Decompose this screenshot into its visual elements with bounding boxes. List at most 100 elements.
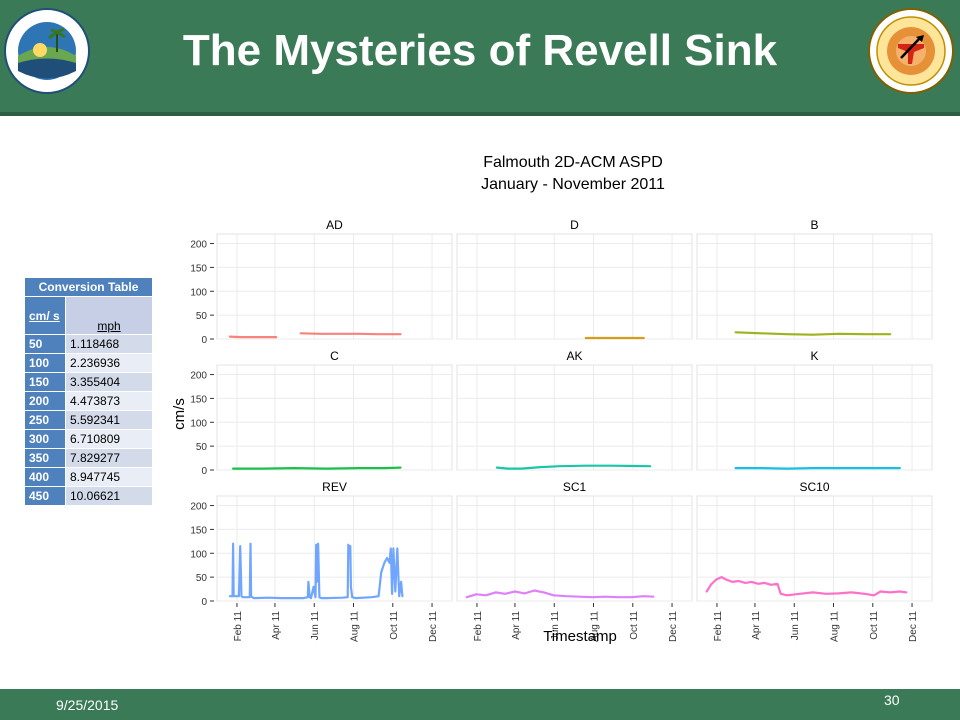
fgs-seal-icon (868, 8, 954, 94)
facet-label: SC1 (563, 480, 587, 494)
series-line-rev (228, 542, 404, 600)
x-tick-label: Jun 11 (790, 611, 801, 641)
facet-panel (456, 364, 693, 471)
x-tick-label: Feb 11 (473, 611, 484, 642)
table-row: 400 8.947745 (24, 467, 153, 487)
table-row: 300 6.710809 (24, 429, 153, 449)
facet-label: AD (326, 218, 343, 232)
x-tick-label: Feb 11 (233, 611, 244, 642)
conversion-table-title: Conversion Table (24, 277, 153, 297)
facet-panel (456, 495, 693, 602)
cms-column-header: cm/ s (24, 296, 66, 335)
y-tick-label: 50 (196, 442, 208, 453)
facet-panel (216, 495, 453, 602)
series-line-k (734, 467, 901, 470)
y-tick-label: 200 (190, 502, 207, 513)
series-line-c (231, 466, 402, 470)
facet-label: AK (566, 349, 582, 363)
chart-title: Falmouth 2D-ACM ASPD (483, 154, 663, 171)
y-tick-label: 100 (190, 549, 207, 560)
series-line-b (734, 331, 892, 336)
cms-value: 100 (24, 353, 66, 373)
x-tick-label: Jun 11 (550, 611, 561, 641)
x-tick-label: Dec 11 (428, 611, 439, 642)
y-tick-label: 0 (201, 597, 207, 608)
facet-panel (696, 233, 933, 340)
slide-title: The Mysteries of Revell Sink (182, 26, 778, 75)
cms-value: 300 (24, 429, 66, 449)
mph-value: 1.118468 (65, 334, 153, 354)
x-tick-label: Feb 11 (713, 611, 724, 642)
table-row: 450 10.06621 (24, 486, 153, 506)
table-row: 100 2.236936 (24, 353, 153, 373)
facet-panel (456, 233, 693, 340)
faceted-speed-chart: Falmouth 2D-ACM ASPD January - November 2… (171, 154, 933, 645)
x-tick-label: Dec 11 (908, 611, 919, 642)
series-line-ak (495, 464, 652, 470)
dep-logo-icon (4, 8, 90, 94)
table-row: 150 3.355404 (24, 372, 153, 392)
facet-panel (696, 495, 933, 602)
facet-label: SC10 (799, 480, 829, 494)
facet-label: C (330, 349, 339, 363)
mph-value: 5.592341 (65, 410, 153, 430)
x-tick-label: Oct 11 (389, 611, 400, 640)
y-tick-label: 150 (190, 525, 207, 536)
mph-column-header: mph (65, 296, 153, 335)
y-tick-label: 150 (190, 263, 207, 274)
chart-subtitle: January - November 2011 (481, 176, 665, 193)
cms-value: 400 (24, 467, 66, 487)
series-line-sc1 (465, 589, 655, 599)
mph-value: 10.06621 (65, 486, 153, 506)
cms-value: 50 (24, 334, 66, 354)
x-tick-label: Dec 11 (668, 611, 679, 642)
x-axis-label: Timestamp (543, 628, 617, 645)
cms-value: 150 (24, 372, 66, 392)
table-row: 350 7.829277 (24, 448, 153, 468)
x-tick-label: Apr 11 (271, 611, 282, 640)
y-tick-label: 150 (190, 394, 207, 405)
y-tick-label: 0 (201, 335, 207, 346)
facet-panel (216, 233, 453, 340)
mph-value: 2.236936 (65, 353, 153, 373)
y-tick-label: 100 (190, 418, 207, 429)
facet-panel (696, 364, 933, 471)
x-tick-label: Oct 11 (629, 611, 640, 640)
table-row: 250 5.592341 (24, 410, 153, 430)
mph-value: 7.829277 (65, 448, 153, 468)
conversion-table: Conversion Table cm/ s mph 50 1.118468 10… (24, 277, 153, 506)
mph-value: 3.355404 (65, 372, 153, 392)
mph-value: 4.473873 (65, 391, 153, 411)
y-axis-label: cm/s (171, 398, 188, 430)
page-number: 30 (884, 692, 900, 708)
series-line-ad (228, 335, 278, 339)
x-tick-label: Apr 11 (511, 611, 522, 640)
facet-panel (216, 364, 453, 471)
series-line-sc10 (705, 576, 908, 597)
fgs-logo (868, 8, 954, 94)
y-tick-label: 200 (190, 371, 207, 382)
facet-label: REV (322, 480, 347, 494)
mph-value: 6.710809 (65, 429, 153, 449)
x-tick-label: Aug 11 (589, 611, 600, 642)
cms-value: 200 (24, 391, 66, 411)
x-tick-label: Apr 11 (751, 611, 762, 640)
x-tick-label: Oct 11 (869, 611, 880, 640)
footer-bar (0, 689, 960, 720)
mph-value: 8.947745 (65, 467, 153, 487)
dep-logo (4, 8, 90, 94)
x-tick-label: Aug 11 (349, 611, 360, 642)
table-row: 200 4.473873 (24, 391, 153, 411)
y-tick-label: 0 (201, 466, 207, 477)
slide-date: 9/25/2015 (56, 697, 119, 713)
header-bar (0, 0, 960, 116)
cms-value: 250 (24, 410, 66, 430)
cms-value: 450 (24, 486, 66, 506)
y-tick-label: 200 (190, 240, 207, 251)
facet-label: D (570, 218, 579, 232)
series-line-ad (299, 332, 402, 336)
facet-label: K (810, 349, 818, 363)
x-tick-label: Jun 11 (310, 611, 321, 641)
y-tick-label: 50 (196, 573, 208, 584)
x-tick-label: Aug 11 (829, 611, 840, 642)
